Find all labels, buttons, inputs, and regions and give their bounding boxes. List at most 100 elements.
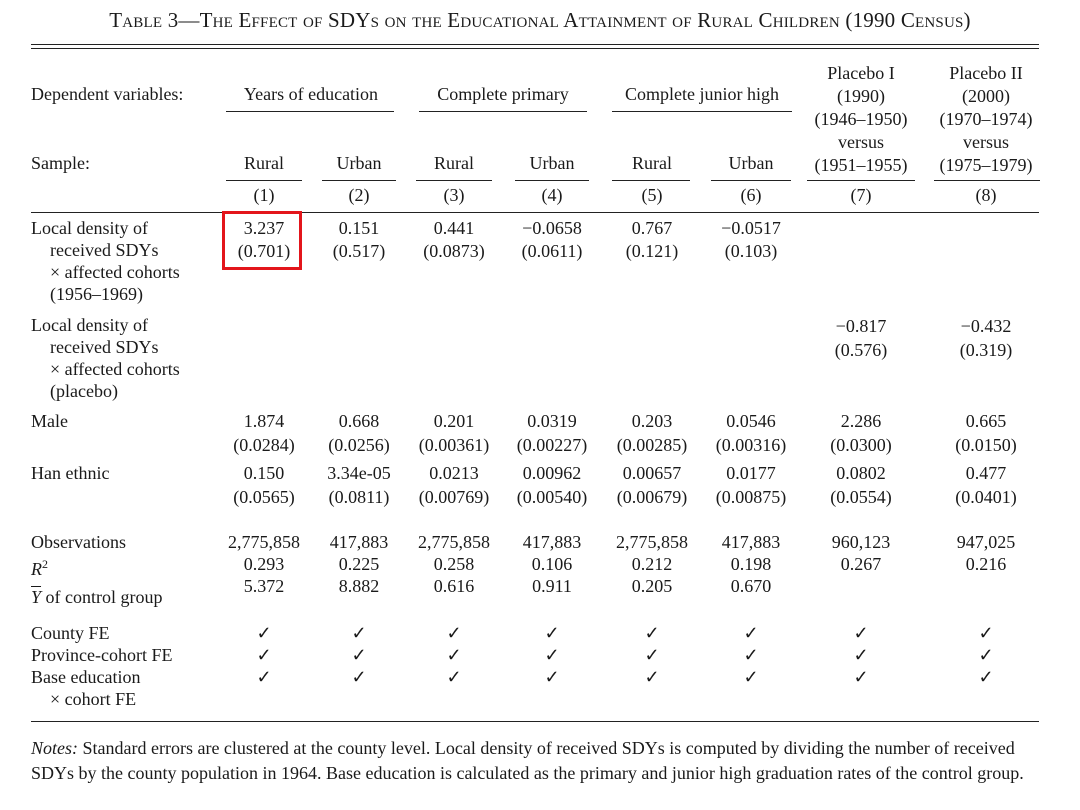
coef-cell: 0.00962 bbox=[522, 463, 582, 483]
coef-cell: −0.0658 bbox=[522, 218, 582, 238]
coef-cell: 0.201 bbox=[433, 411, 475, 431]
ybar-cell: 8.882 bbox=[338, 576, 380, 596]
group-header: Years of education bbox=[243, 84, 379, 104]
notes-prefix: Notes: bbox=[31, 738, 78, 758]
checkmark-icon: ✓ bbox=[853, 667, 869, 687]
sample-header: Urban bbox=[336, 153, 382, 173]
sample-rule bbox=[322, 180, 396, 181]
row-label: received SDYs bbox=[50, 337, 159, 357]
checkmark-icon: ✓ bbox=[256, 645, 272, 665]
r2-cell: 0.293 bbox=[243, 554, 285, 574]
se-cell: (0.576) bbox=[834, 340, 888, 360]
coef-cell: 1.874 bbox=[243, 411, 285, 431]
checkmark-icon: ✓ bbox=[978, 623, 994, 643]
se-cell: (0.00679) bbox=[616, 487, 688, 507]
se-cell: (0.517) bbox=[332, 241, 386, 261]
sample-header: Urban bbox=[529, 153, 575, 173]
sample-header: Rural bbox=[244, 153, 284, 173]
checkmark-icon: ✓ bbox=[743, 645, 759, 665]
column-number: (6) bbox=[740, 185, 762, 205]
checkmark-icon: ✓ bbox=[351, 645, 367, 665]
ybar-cell: 0.670 bbox=[730, 576, 772, 596]
observations-cell: 960,123 bbox=[831, 532, 891, 552]
observations-cell: 417,883 bbox=[721, 532, 781, 552]
checkmark-icon: ✓ bbox=[446, 623, 462, 643]
se-cell: (0.0611) bbox=[521, 241, 583, 261]
top-rule-double bbox=[31, 48, 1039, 49]
checkmark-icon: ✓ bbox=[351, 623, 367, 643]
checkmark-icon: ✓ bbox=[743, 623, 759, 643]
coef-cell: 0.441 bbox=[433, 218, 475, 238]
observations-cell: 2,775,858 bbox=[228, 532, 300, 552]
placebo-2-header: Placebo II bbox=[949, 63, 1023, 83]
observations-cell: 2,775,858 bbox=[418, 532, 490, 552]
table-notes: Notes: Standard errors are clustered at … bbox=[31, 736, 1043, 785]
placebo-2-header: (2000) bbox=[962, 86, 1010, 106]
sample-rule bbox=[226, 180, 302, 181]
ybar-cell: 5.372 bbox=[243, 576, 285, 596]
se-cell: (0.319) bbox=[959, 340, 1013, 360]
column-number: (2) bbox=[348, 185, 370, 205]
se-cell: (0.0300) bbox=[830, 435, 892, 455]
r2-cell: 0.225 bbox=[338, 554, 380, 574]
ybar-cell: 0.911 bbox=[532, 576, 572, 596]
sample-rule bbox=[515, 180, 589, 181]
group-rule bbox=[419, 111, 587, 112]
checkmark-icon: ✓ bbox=[853, 645, 869, 665]
coef-cell: 0.00657 bbox=[622, 463, 682, 483]
fe-label: County FE bbox=[31, 623, 110, 643]
placebo-1-header: (1946–1950) bbox=[814, 109, 908, 129]
checkmark-icon: ✓ bbox=[544, 667, 560, 687]
ybar-cell: 0.616 bbox=[433, 576, 475, 596]
coef-cell: −0.817 bbox=[835, 316, 887, 336]
header-bottom-rule bbox=[31, 212, 1039, 213]
checkmark-icon: ✓ bbox=[351, 667, 367, 687]
row-label: Local density of bbox=[31, 218, 148, 238]
coef-cell: 0.477 bbox=[965, 463, 1007, 483]
ybar-label-text: of control group bbox=[41, 587, 163, 607]
checkmark-icon: ✓ bbox=[644, 645, 660, 665]
coef-cell: 0.767 bbox=[631, 218, 673, 238]
column-number: (1) bbox=[253, 185, 275, 205]
row-label: (placebo) bbox=[50, 381, 118, 401]
group-rule bbox=[612, 111, 792, 112]
row-label: Observations bbox=[31, 532, 126, 552]
observations-cell: 417,883 bbox=[522, 532, 582, 552]
checkmark-icon: ✓ bbox=[256, 623, 272, 643]
fe-label: Province-cohort FE bbox=[31, 645, 173, 665]
coef-cell: 0.0213 bbox=[429, 463, 479, 483]
checkmark-icon: ✓ bbox=[644, 667, 660, 687]
coef-cell: 0.150 bbox=[243, 463, 285, 483]
sample-rule bbox=[807, 180, 915, 181]
r2-symbol: R bbox=[31, 559, 42, 579]
fe-label: Base education bbox=[31, 667, 141, 687]
checkmark-icon: ✓ bbox=[446, 667, 462, 687]
coef-cell: −0.0517 bbox=[721, 218, 781, 238]
row-label: Male bbox=[31, 411, 68, 431]
observations-cell: 2,775,858 bbox=[616, 532, 688, 552]
checkmark-icon: ✓ bbox=[853, 623, 869, 643]
checkmark-icon: ✓ bbox=[644, 623, 660, 643]
checkmark-icon: ✓ bbox=[544, 623, 560, 643]
coef-cell: 0.0546 bbox=[726, 411, 776, 431]
checkmark-icon: ✓ bbox=[544, 645, 560, 665]
se-cell: (0.103) bbox=[724, 241, 778, 261]
se-cell: (0.121) bbox=[625, 241, 679, 261]
group-header: Complete junior high bbox=[625, 84, 779, 104]
top-rule bbox=[31, 44, 1039, 45]
placebo-1-header: Placebo I bbox=[827, 63, 895, 83]
sample-rule bbox=[416, 180, 492, 181]
fe-label: × cohort FE bbox=[50, 689, 137, 709]
se-cell: (0.0256) bbox=[328, 435, 390, 455]
se-cell: (0.00769) bbox=[418, 487, 490, 507]
sample-rule bbox=[934, 180, 1040, 181]
se-cell: (0.0873) bbox=[423, 241, 485, 261]
bottom-rule bbox=[31, 721, 1039, 722]
sample-header: Rural bbox=[632, 153, 672, 173]
coef-cell: 0.668 bbox=[338, 411, 380, 431]
highlight-box bbox=[222, 211, 302, 270]
coef-cell: 0.0319 bbox=[527, 411, 577, 431]
observations-cell: 417,883 bbox=[329, 532, 389, 552]
placebo-1-header: (1951–1955) bbox=[814, 155, 908, 175]
notes-text: Standard errors are clustered at the cou… bbox=[31, 738, 1024, 783]
